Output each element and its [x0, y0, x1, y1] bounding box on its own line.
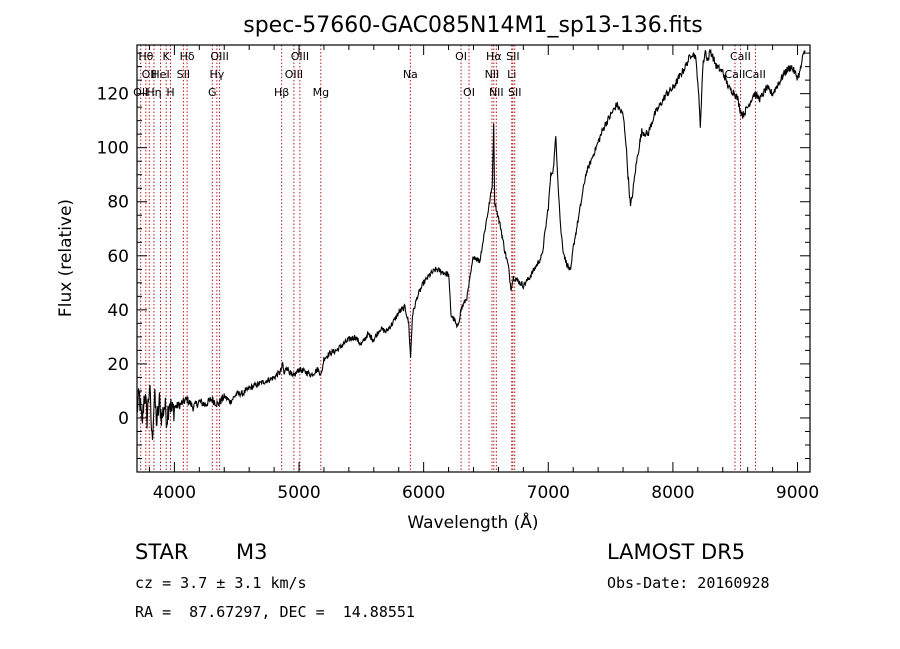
line-label-11: OIII: [210, 50, 228, 63]
spectral-line-markers: [140, 45, 756, 472]
line-label-2: OII: [142, 68, 157, 81]
x-tick-label: 7000: [527, 483, 570, 503]
x-tick-label: 9000: [776, 483, 819, 503]
line-label-15: Mg: [313, 86, 329, 99]
spectrum-line: [136, 48, 806, 440]
line-label-0: OII: [133, 86, 148, 99]
object-subclass: M3: [236, 540, 268, 564]
line-label-19: NII: [485, 68, 500, 81]
line-label-8: Hδ: [180, 50, 195, 63]
x-axis-label: Wavelength (Å): [407, 511, 538, 533]
line-label-12: Hβ: [274, 86, 289, 99]
line-label-10: Hγ: [209, 68, 224, 81]
y-axis-label: Flux (relative): [56, 199, 76, 317]
y-tick-label: 60: [107, 247, 129, 267]
line-label-20: Hα: [486, 50, 502, 63]
line-label-16: Na: [403, 68, 418, 81]
line-label-1: Hθ: [138, 50, 153, 63]
x-tick-label: 8000: [651, 483, 694, 503]
y-tick-label: 80: [107, 193, 129, 213]
x-tick-label: 4000: [153, 483, 196, 503]
line-label-25: CaII: [725, 68, 746, 81]
line-label-26: CaII: [730, 50, 751, 63]
line-label-3: Hη: [146, 86, 161, 99]
line-label-13: OIII: [285, 68, 303, 81]
y-tick-label: 120: [97, 85, 129, 105]
y-tick-label: 0: [118, 409, 129, 429]
line-label-9: G: [208, 86, 217, 99]
line-label-7: SII: [177, 68, 190, 81]
line-label-24: SII: [508, 86, 521, 99]
line-label-5: K: [163, 50, 171, 63]
line-label-27: CaII: [745, 68, 766, 81]
chart-title: spec-57660-GAC085N14M1_sp13-136.fits: [243, 13, 703, 38]
y-tick-label: 100: [97, 139, 129, 159]
line-label-18: OI: [463, 86, 475, 99]
line-labels: OIIHθOIIHηHeIKHSIIHδGHγOIIIHβOIIIOIIIMgN…: [133, 50, 766, 99]
line-label-6: H: [166, 86, 174, 99]
y-tick-label: 20: [107, 355, 129, 375]
x-tick-label: 6000: [402, 483, 445, 503]
line-label-4: HeI: [151, 68, 169, 81]
line-label-14: OIII: [291, 50, 309, 63]
line-label-17: OI: [455, 50, 467, 63]
observation-date: Obs-Date: 20160928: [607, 574, 770, 592]
line-label-22: Li: [507, 68, 516, 81]
coordinates: RA = 87.67297, DEC = 14.88551: [135, 603, 415, 621]
redshift-value: cz = 3.7 ± 3.1 km/s: [135, 574, 307, 592]
x-tick-label: 5000: [277, 483, 320, 503]
survey-name: LAMOST DR5: [607, 540, 746, 564]
y-tick-label: 40: [107, 301, 129, 321]
object-class: STAR: [135, 540, 189, 564]
line-label-23: SII: [506, 50, 519, 63]
axis-ticks: 4000 5000 6000 7000 8000 9000 0 20 40 60 80 100 120: [97, 45, 819, 503]
line-label-21: NII: [489, 86, 504, 99]
